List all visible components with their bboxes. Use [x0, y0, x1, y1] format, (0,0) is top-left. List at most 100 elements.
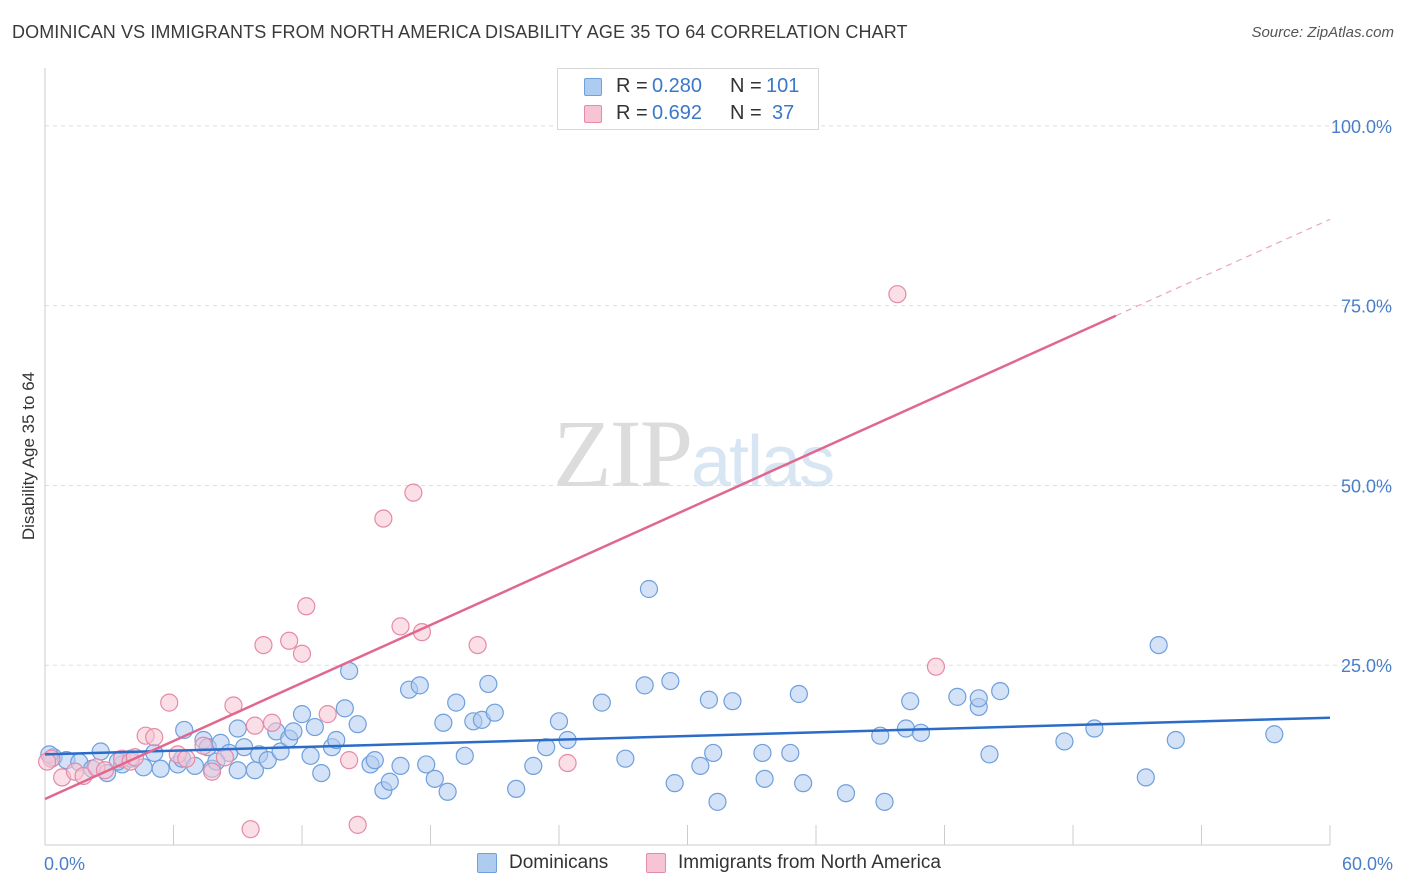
data-point-dominicans: [284, 722, 303, 741]
data-point-dominicans: [151, 759, 170, 778]
data-point-immigrants: [926, 657, 946, 676]
data-point-dominicans: [665, 774, 684, 793]
n-label: N =: [730, 102, 762, 124]
data-point-dominicans: [479, 674, 498, 694]
data-point-immigrants: [245, 716, 264, 735]
y-tick-label: 25.0%: [1341, 656, 1392, 676]
data-point-dominicans: [485, 703, 504, 722]
bottom-legend-label: Immigrants from North America: [678, 852, 941, 873]
data-point-dominicans: [524, 756, 543, 775]
data-point-dominicans: [789, 684, 808, 704]
data-point-dominicans: [365, 751, 384, 770]
data-point-dominicans: [228, 719, 247, 738]
data-point-immigrants: [348, 815, 367, 834]
data-point-dominicans: [549, 712, 569, 731]
data-point-dominicans: [507, 779, 526, 799]
bottom-legend-swatch-immigrants: [646, 853, 666, 873]
bottom-legend-label: Dominicans: [509, 852, 609, 873]
data-point-immigrants: [38, 752, 57, 771]
data-point-immigrants: [194, 736, 213, 755]
trend-line-dominicans: [44, 716, 1331, 756]
data-point-dominicans: [537, 738, 556, 757]
data-point-dominicans: [301, 746, 320, 765]
data-point-dominicans: [410, 676, 429, 695]
data-point-dominicans: [1166, 730, 1185, 750]
source-label: Source: ZipAtlas.com: [1251, 24, 1394, 41]
data-point-immigrants: [558, 753, 577, 773]
data-point-dominicans: [1265, 725, 1284, 744]
watermark: ZIPatlas: [553, 398, 835, 509]
data-point-dominicans: [335, 699, 354, 718]
data-point-dominicans: [1055, 732, 1074, 751]
stats-legend: R = 0.280 N = 101 R = 0.692 N = 37: [557, 68, 819, 130]
data-point-dominicans: [425, 769, 444, 788]
data-point-dominicans: [327, 730, 346, 750]
data-point-dominicans: [455, 746, 474, 765]
data-point-immigrants: [391, 617, 410, 636]
data-point-immigrants: [888, 285, 907, 304]
legend-swatch-immigrants: [584, 105, 602, 123]
data-point-dominicans: [434, 713, 453, 732]
data-point-immigrants: [160, 693, 179, 712]
data-point-dominicans: [781, 743, 800, 763]
data-point-immigrants: [262, 713, 282, 732]
data-point-dominicans: [639, 579, 659, 599]
data-point-immigrants: [254, 635, 273, 655]
watermark-atlas: atlas: [691, 422, 835, 502]
data-point-dominicans: [228, 761, 247, 780]
n-value: 37: [772, 102, 795, 124]
data-point-immigrants: [145, 728, 164, 747]
data-point-dominicans: [616, 749, 635, 768]
data-point-dominicans: [901, 692, 920, 711]
data-point-dominicans: [391, 756, 410, 775]
data-point-dominicans: [911, 723, 931, 742]
data-point-dominicans: [708, 792, 727, 811]
data-point-dominicans: [836, 784, 856, 803]
y-tick-label: 75.0%: [1341, 297, 1392, 317]
data-point-immigrants: [340, 751, 359, 770]
n-label: N =: [730, 75, 762, 97]
legend-swatch-dominicans: [584, 78, 602, 96]
data-point-dominicans: [592, 693, 611, 712]
r-label: R =: [616, 102, 648, 124]
data-point-dominicans: [447, 693, 466, 712]
data-point-dominicans: [991, 682, 1010, 701]
data-point-dominicans: [969, 689, 988, 708]
data-point-dominicans: [794, 774, 813, 793]
data-point-immigrants: [215, 748, 234, 767]
data-point-dominicans: [753, 743, 772, 763]
data-point-dominicans: [258, 751, 277, 770]
data-point-dominicans: [348, 715, 367, 734]
x-tick-label: 60.0%: [1342, 854, 1393, 874]
data-point-dominicans: [305, 717, 324, 737]
data-point-immigrants: [297, 597, 316, 616]
data-point-immigrants: [177, 749, 196, 768]
data-point-immigrants: [241, 820, 260, 839]
data-point-dominicans: [875, 792, 894, 811]
bottom-legend-swatch-dominicans: [477, 853, 497, 873]
data-point-immigrants: [318, 705, 337, 724]
data-point-dominicans: [635, 676, 654, 695]
data-point-dominicans: [1149, 635, 1168, 655]
watermark-zip: ZIP: [553, 400, 693, 507]
r-value: 0.280: [652, 75, 703, 97]
data-point-dominicans: [723, 692, 742, 711]
data-point-dominicans: [699, 690, 719, 709]
data-point-immigrants: [468, 635, 487, 655]
data-point-dominicans: [755, 769, 774, 788]
data-point-dominicans: [1136, 768, 1155, 787]
chart-title: DOMINICAN VS IMMIGRANTS FROM NORTH AMERI…: [12, 22, 908, 42]
data-point-immigrants: [374, 509, 393, 528]
data-point-dominicans: [948, 687, 967, 706]
data-point-dominicans: [380, 772, 399, 791]
data-point-immigrants: [404, 483, 423, 502]
r-label: R =: [616, 75, 648, 97]
data-point-dominicans: [235, 738, 254, 757]
data-point-dominicans: [691, 756, 710, 775]
data-point-immigrants: [280, 631, 299, 650]
data-point-dominicans: [661, 671, 680, 691]
data-point-immigrants: [202, 762, 222, 781]
data-point-immigrants: [292, 644, 312, 663]
trend-line-extension: [1115, 218, 1331, 317]
